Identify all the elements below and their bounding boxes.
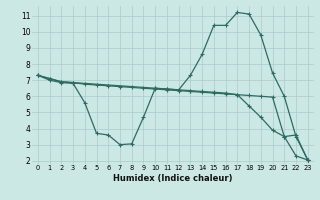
X-axis label: Humidex (Indice chaleur): Humidex (Indice chaleur)	[113, 174, 233, 183]
